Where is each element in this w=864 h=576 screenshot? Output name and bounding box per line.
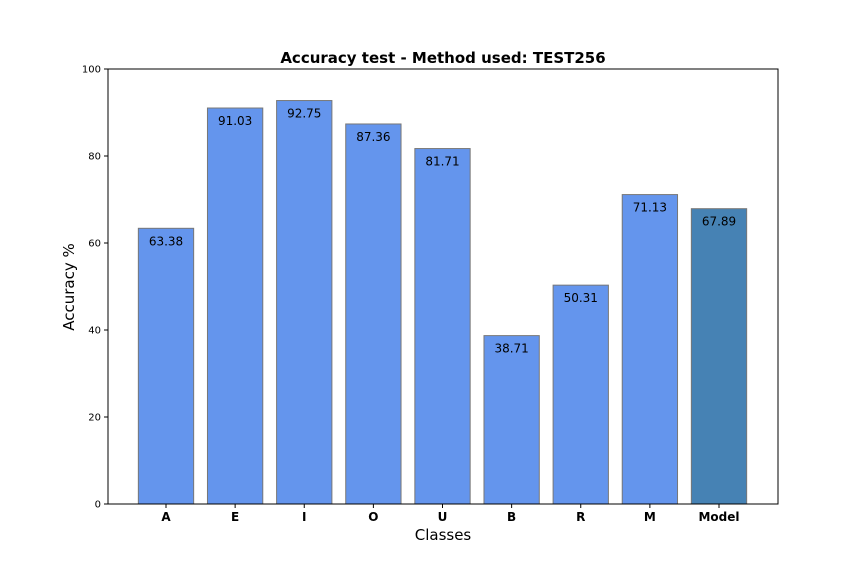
- x-axis-label: Classes: [415, 526, 472, 544]
- bar-b: [483, 335, 540, 505]
- bar-e: [206, 107, 264, 505]
- x-tick-label: U: [438, 510, 448, 524]
- y-tick-label: 40: [88, 326, 101, 337]
- y-axis-label: Accuracy %: [60, 243, 78, 331]
- bar-m: [621, 194, 679, 505]
- x-tick-label: Model: [698, 510, 739, 524]
- y-tick-label: 0: [95, 500, 101, 511]
- bar-value-label: 63.38: [149, 234, 183, 248]
- x-tick-label: A: [161, 510, 171, 524]
- bar-value-label: 92.75: [287, 107, 321, 121]
- y-tick-label: 20: [88, 413, 101, 424]
- bar-value-label: 50.31: [564, 291, 598, 305]
- bar-u: [414, 148, 471, 505]
- y-axis: 0 20 40 60 80 100: [82, 65, 108, 511]
- bars: [137, 100, 748, 505]
- bar-i: [276, 100, 333, 505]
- x-tick-label: B: [507, 510, 516, 524]
- x-tick-label: O: [368, 510, 378, 524]
- bar-model: [690, 208, 748, 505]
- x-tick-label: M: [644, 510, 656, 524]
- bar-a: [137, 227, 195, 505]
- x-tick-label: E: [231, 510, 239, 524]
- bar-o: [345, 123, 402, 505]
- x-tick-label: I: [302, 510, 306, 524]
- chart-title: Accuracy test - Method used: TEST256: [280, 49, 605, 67]
- x-axis: A E I O U B R M Model: [161, 504, 740, 524]
- bar-value-label: 38.71: [494, 342, 528, 356]
- bar-value-label: 87.36: [356, 130, 390, 144]
- bar-value-labels: 63.38 91.03 92.75 87.36 81.71 38.71 50.31 71.13…: [149, 107, 736, 356]
- bar-value-label: 91.03: [218, 114, 252, 128]
- bar-value-label: 71.13: [633, 201, 667, 215]
- bar-value-label: 81.71: [425, 155, 459, 169]
- y-tick-label: 60: [88, 239, 101, 250]
- bar-r: [552, 284, 609, 505]
- x-tick-label: R: [576, 510, 585, 524]
- y-tick-label: 80: [88, 152, 101, 163]
- y-tick-label: 100: [82, 65, 101, 76]
- bar-value-label: 67.89: [702, 215, 736, 229]
- plot-frame: [107, 68, 779, 505]
